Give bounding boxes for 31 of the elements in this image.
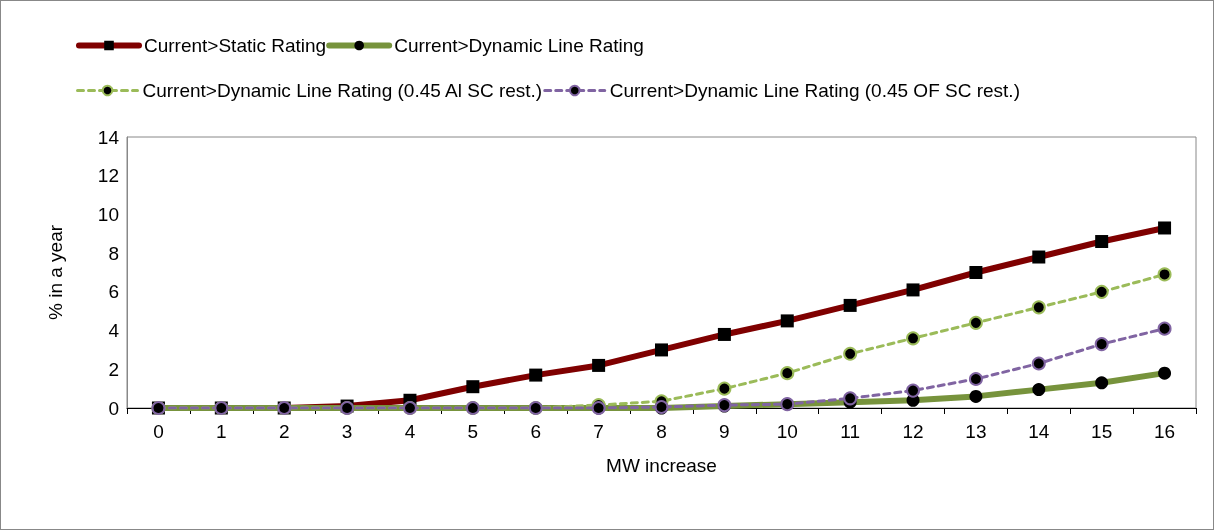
x-tick-label: 15 (1091, 421, 1113, 442)
y-axis-title: % in a year (45, 224, 66, 321)
x-tick-label: 12 (902, 421, 924, 442)
legend-label: Current>Dynamic Line Rating (0.45 Al SC rest.) (142, 80, 543, 101)
y-tick-label: 8 (108, 242, 119, 264)
legend-label: Current>Dynamic Line Rating (394, 35, 644, 56)
x-tick-label: 5 (467, 421, 479, 442)
x-tick-label: 10 (776, 421, 798, 442)
y-tick-label: 4 (108, 320, 120, 342)
x-tick-label: 14 (1028, 421, 1050, 442)
x-tick-label: 1 (216, 421, 227, 442)
x-tick-label: 2 (278, 421, 290, 442)
x-tick-label: 16 (1153, 421, 1176, 442)
x-tick-label: 11 (840, 421, 861, 442)
x-tick-label: 7 (593, 421, 604, 442)
y-tick-label: 2 (108, 358, 119, 380)
y-tick-label: 0 (108, 397, 119, 419)
y-tick-label: 14 (97, 126, 120, 148)
x-tick-label: 9 (719, 421, 730, 442)
x-tick-label: 0 (153, 421, 164, 442)
x-tick-label: 4 (404, 421, 416, 442)
legend-label: Current>Static Rating (144, 35, 327, 56)
y-tick-label: 10 (97, 203, 119, 225)
x-tick-label: 6 (530, 421, 542, 442)
y-tick-label: 12 (97, 165, 119, 187)
x-axis-title: MW increase (606, 455, 717, 476)
x-tick-label: 13 (965, 421, 987, 442)
legend-label: Current>Dynamic Line Rating (0.45 OF SC rest.) (609, 80, 1020, 101)
x-tick-label: 8 (656, 421, 667, 442)
x-tick-label: 3 (341, 421, 353, 442)
y-tick-label: 6 (108, 281, 119, 303)
